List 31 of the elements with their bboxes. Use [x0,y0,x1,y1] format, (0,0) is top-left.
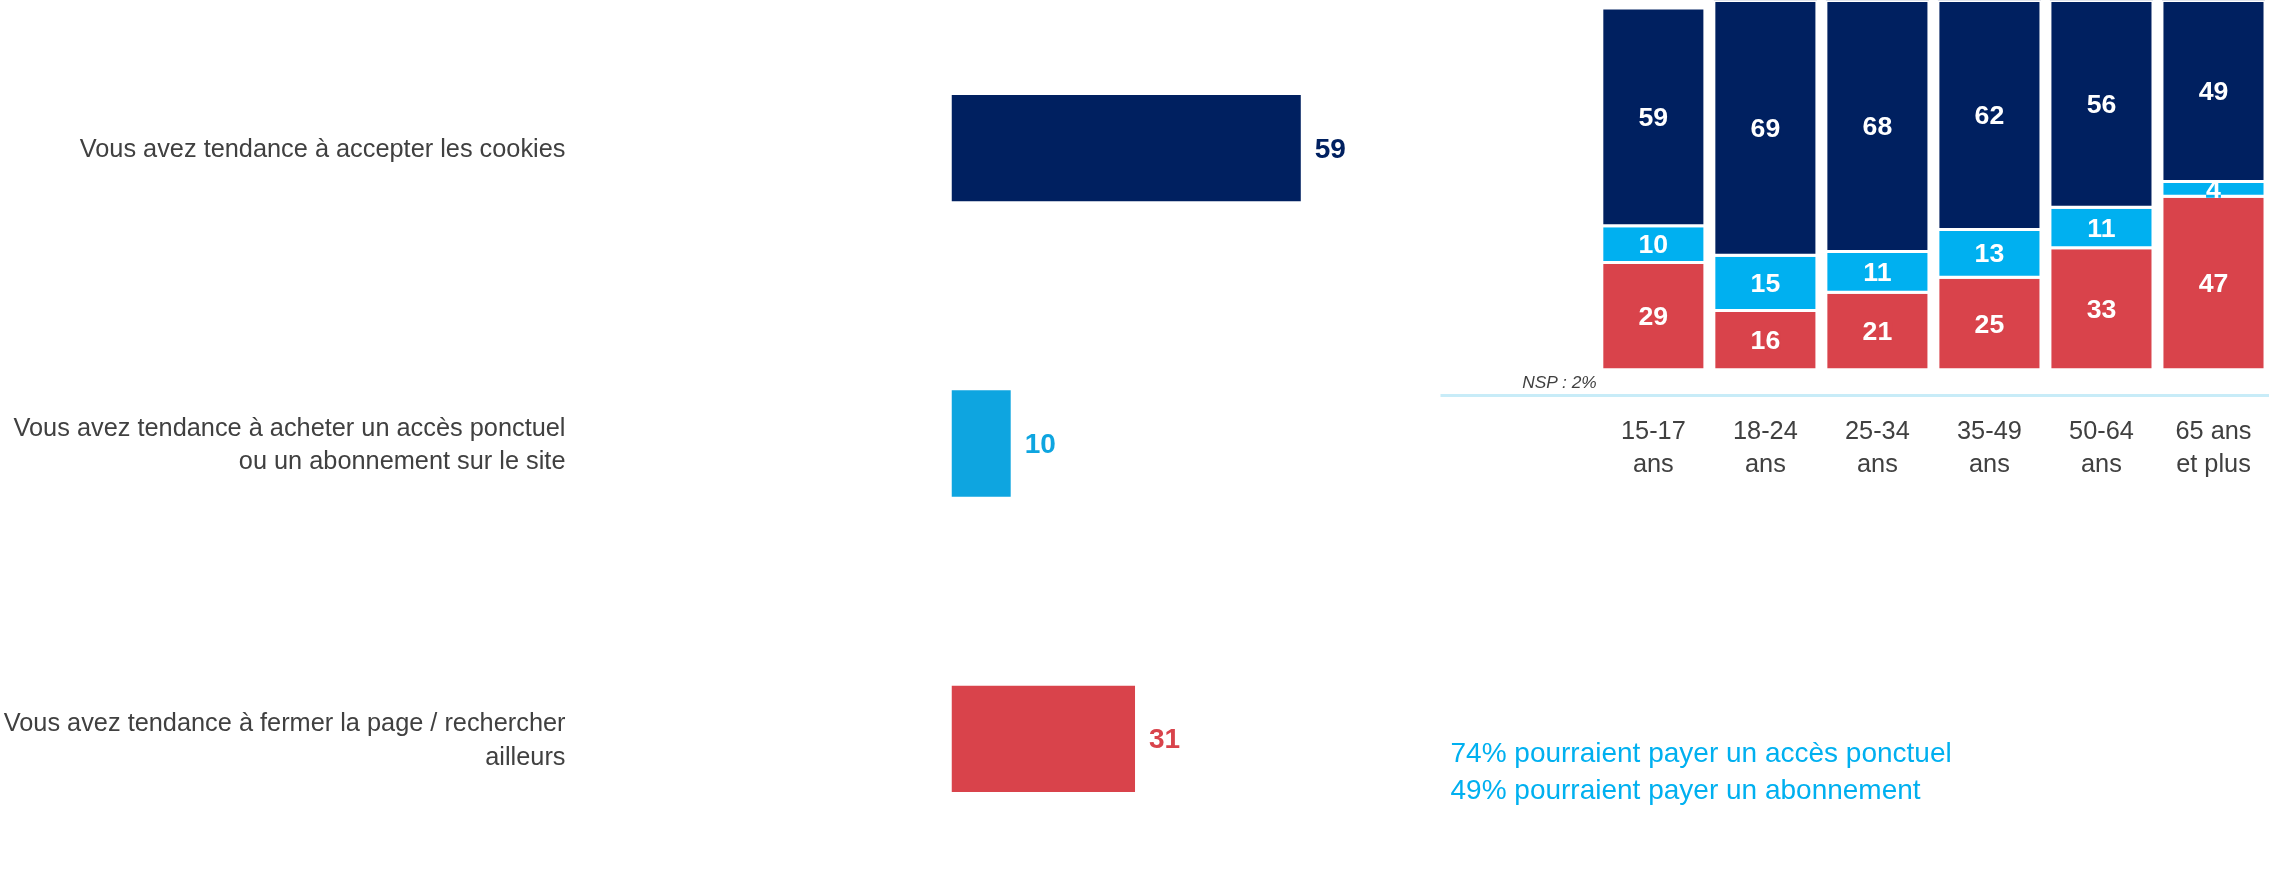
text: 74% pourraient payer un accès ponctuel 49% pourraient payer un abonnement [1450,736,1952,805]
data-label: 13 [1974,238,2005,269]
data-label: 62 [1974,99,2005,130]
data-label: 16 [1750,325,1781,356]
data-label: 29 [1638,301,1669,332]
y-tick-label: Vous avez tendance à acheter un accès ponctuel ou un abonnement sur le site [13,412,566,475]
text: NSP : 2% [1522,371,1597,392]
data-label: 25 [1974,308,2005,339]
data-label: 21 [1862,315,1893,346]
data-label: 11 [1863,256,1892,287]
data-label: 68 [1862,111,1893,142]
y-tick-label: Vous avez tendance à fermer la page / rechercher ailleurs [3,708,567,770]
data-label: 33 [2086,293,2117,324]
data-label: 49 [2198,75,2229,106]
y-tick-label: Vous avez tendance à accepter les cookies [79,134,566,163]
data-label: 59 [1314,132,1346,164]
x-tick-label: 18-24 ans [1732,415,1798,478]
data-label: 10 [1638,229,1669,260]
data-label: 56 [2086,88,2117,119]
data-label: 11 [2087,212,2116,243]
data-label: 31 [1148,723,1181,755]
x-tick-label: 50-64 ans [2069,415,2134,478]
data-label: 69 [1750,112,1781,143]
data-label: 15 [1750,267,1781,298]
data-label: 59 [1638,101,1669,132]
x-tick-label: 35-49 ans [1957,415,2022,478]
x-tick-label: 15-17 ans [1620,415,1686,478]
x-tick-label: 65 ans et plus [2175,415,2252,478]
x-tick-label: 25-34 ans [1845,415,1910,478]
data-label: 10 [1024,428,1056,459]
data-label: 47 [2198,267,2229,298]
